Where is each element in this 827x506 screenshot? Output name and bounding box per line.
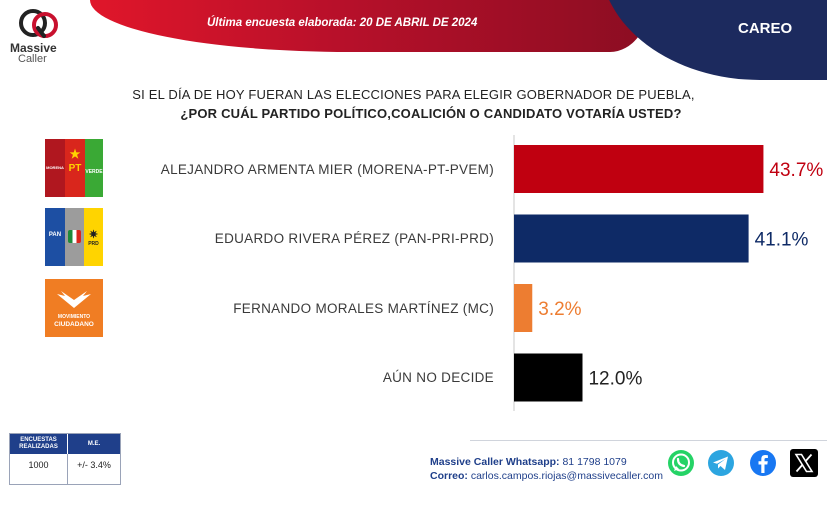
- pri-stripe: [65, 208, 84, 266]
- sample-size-header: ENCUESTAS REALIZADAS: [10, 434, 67, 454]
- prd-stripe: ✷ PRD: [84, 208, 103, 266]
- footer-divider: [470, 440, 827, 441]
- bar-3: [514, 284, 533, 332]
- logo-text-massive: Massive: [10, 41, 57, 55]
- massive-caller-logo: Massive Caller: [10, 8, 66, 66]
- results-bar-chart: 43.7% 41.1% 3.2% 12.0%: [513, 135, 823, 411]
- whatsapp-contact: Massive Caller Whatsapp: 81 1798 1079: [430, 456, 627, 468]
- question-line-2: ¿POR CUÁL PARTIDO POLÍTICO,COALICIÓN O C…: [180, 106, 682, 121]
- survey-date: Última encuesta elaborada: 20 DE ABRIL D…: [207, 17, 478, 29]
- question-line-1: SI EL DÍA DE HOY FUERAN LAS ELECCIONES P…: [132, 87, 695, 102]
- email-contact: Correo: carlos.campos.riojas@massivecall…: [430, 470, 663, 482]
- facebook-icon[interactable]: [749, 449, 777, 477]
- pt-stripe: ★ PT: [65, 139, 85, 197]
- eagle-icon: [57, 291, 91, 308]
- morena-pt-pvem-logo: MORENA ★ PT VERDE: [45, 139, 103, 197]
- candidate-label-armenta: ALEJANDRO ARMENTA MIER (MORENA-PT-PVEM): [160, 162, 494, 177]
- bar-2: [514, 214, 749, 263]
- bar-value-label-1: 43.7%: [769, 160, 823, 181]
- candidate-label-rivera: EDUARDO RIVERA PÉREZ (PAN-PRI-PRD): [214, 231, 494, 246]
- movimiento-ciudadano-logo: MOVIMIENTO CIUDADANO: [45, 279, 103, 337]
- bar-value-label-2: 41.1%: [755, 230, 809, 251]
- candidate-label-undecided: AÚN NO DECIDE: [382, 370, 494, 385]
- bar-value-label-3: 3.2%: [538, 299, 581, 320]
- pan-stripe: PAN: [45, 208, 65, 266]
- bar-4: [514, 353, 583, 402]
- bar-value-label-4: 12.0%: [588, 369, 642, 390]
- bar-1: [514, 145, 764, 193]
- pvem-stripe: VERDE: [85, 139, 103, 197]
- logo-text-caller: Caller: [18, 53, 47, 65]
- x-icon[interactable]: [790, 449, 818, 477]
- sample-info-table: ENCUESTAS REALIZADAS M.E. 1000 +/- 3.4%: [9, 433, 121, 485]
- pan-pri-prd-logo: PAN ✷ PRD: [45, 208, 103, 266]
- margin-error-header: M.E.: [68, 434, 120, 454]
- whatsapp-icon[interactable]: [667, 449, 695, 477]
- margin-error-value: +/- 3.4%: [77, 460, 111, 470]
- telegram-icon[interactable]: [707, 449, 735, 477]
- candidate-label-morales: FERNANDO MORALES MARTÍNEZ (MC): [233, 301, 494, 316]
- sample-size-value: 1000: [28, 460, 49, 470]
- logo-mark-icon: [19, 9, 58, 38]
- morena-stripe: MORENA: [45, 139, 65, 197]
- section-title: CAREO: [738, 20, 793, 37]
